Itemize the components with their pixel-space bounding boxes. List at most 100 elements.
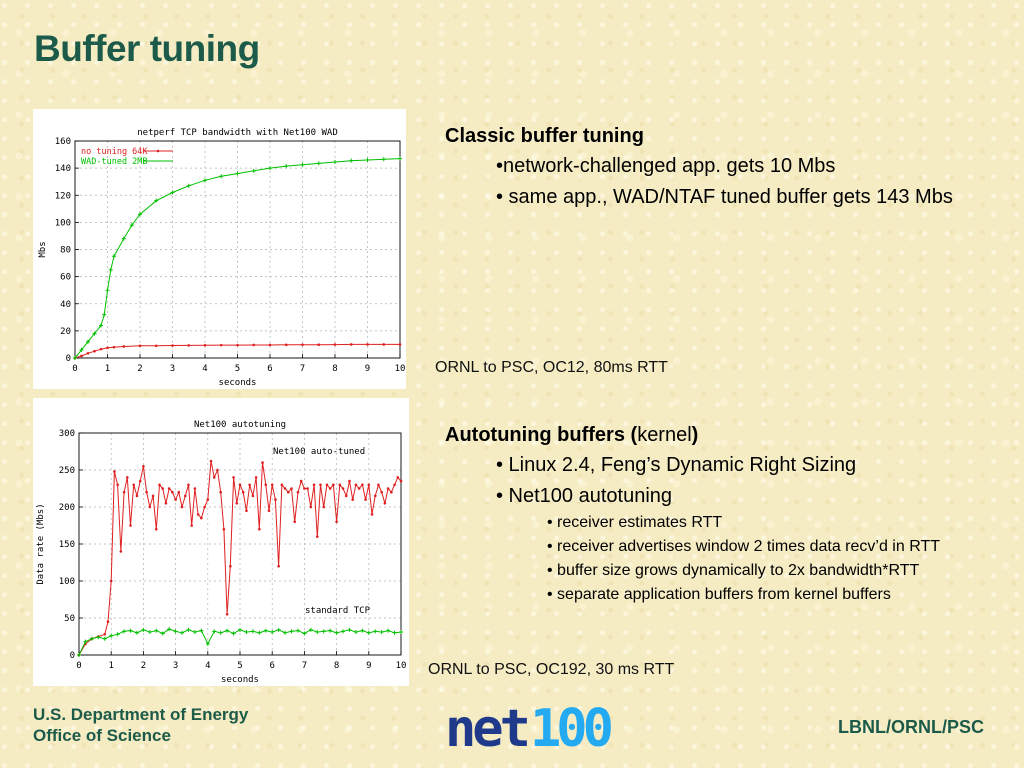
series-point-1: [138, 479, 142, 483]
series-point-1: [122, 345, 126, 348]
series-point-1: [335, 520, 338, 524]
series-point-1: [171, 344, 174, 347]
series-point-2: [244, 630, 249, 635]
x-tick-label: 5: [235, 364, 240, 374]
section2-title-close: ): [691, 424, 699, 446]
series-point-1: [164, 502, 168, 505]
section2-sub-bullet: • separate application buffers from kern…: [547, 586, 891, 603]
chart1-caption: ORNL to PSC, OC12, 80ms RTT: [435, 359, 668, 376]
series-point-1: [309, 505, 313, 509]
series-point-2: [205, 641, 210, 646]
x-tick-label: 7: [300, 364, 305, 374]
series-point-1: [398, 343, 402, 346]
series-point-2: [341, 629, 346, 634]
chart-autotuning: 0 1 2 3 4 5 6 7 8 9 10 0 50 100 150 200 250 300 Net100 aut…: [33, 398, 409, 686]
x-tick-label: 0: [72, 364, 77, 374]
series-point-2: [218, 630, 223, 635]
series-point-2: [347, 627, 352, 632]
series-point-1: [171, 490, 174, 494]
y-tick-label: 300: [59, 429, 75, 439]
x-tick-label: 5: [237, 661, 242, 671]
series-point-1: [366, 343, 369, 346]
section2-bullet: • Net100 autotuning: [496, 485, 673, 507]
section1-title: Classic buffer tuning: [445, 125, 644, 147]
x-tick-label: 9: [365, 364, 370, 374]
series-point-2: [276, 627, 281, 632]
x-axis-label: seconds: [221, 675, 259, 685]
series-point-1: [235, 502, 239, 505]
series-point-2: [186, 627, 191, 632]
series-point-2: [316, 161, 321, 166]
footer-dept-line1: U.S. Department of Energy: [33, 705, 249, 724]
series-point-2: [373, 629, 378, 634]
series-point-1: [177, 490, 181, 494]
series-point-2: [360, 628, 365, 633]
series-point-1: [229, 564, 232, 568]
section2-title-bold: Autotuning buffers (: [445, 424, 638, 446]
series-point-1: [252, 343, 256, 347]
series-point-1: [357, 487, 361, 490]
series-point-2: [115, 632, 120, 637]
series-point-1: [277, 564, 280, 568]
series-point-1: [219, 343, 223, 347]
y-tick-label: 20: [60, 327, 71, 337]
series-point-2: [77, 653, 81, 657]
series-point-1: [174, 498, 177, 501]
series-point-1: [135, 494, 139, 498]
y-tick-label: 100: [59, 577, 75, 587]
y-tick-label: 160: [55, 137, 71, 147]
series-point-1: [251, 494, 255, 498]
x-tick-label: 8: [332, 364, 337, 374]
series-point-1: [86, 351, 90, 355]
series-point-1: [119, 550, 123, 553]
series-point-1: [187, 344, 191, 347]
series-point-2: [251, 168, 256, 173]
series-point-1: [328, 487, 332, 490]
series-point-1: [142, 465, 145, 468]
y-tick-label: 50: [64, 614, 75, 624]
series-point-2: [381, 157, 386, 162]
series-point-2: [270, 630, 275, 635]
series-point-1: [341, 487, 345, 490]
series-point-1: [299, 479, 303, 483]
series-point-2: [366, 630, 371, 635]
series-point-1: [270, 483, 274, 487]
series-point-1: [138, 344, 142, 348]
series-point-1: [238, 483, 242, 487]
section2-bullet: • Linux 2.4, Feng’s Dynamic Right Sizing: [496, 454, 857, 476]
series-point-1: [212, 476, 216, 479]
series-point-1: [129, 524, 132, 527]
series-point-1: [109, 579, 113, 583]
series-point-2: [235, 171, 240, 176]
series-point-1: [116, 483, 119, 487]
series-point-1: [93, 349, 96, 353]
series-point-2: [96, 635, 101, 640]
series-point-2: [154, 198, 159, 203]
series-point-2: [186, 183, 191, 188]
series-point-2: [386, 628, 391, 633]
net100-logo: net 100: [445, 699, 617, 758]
y-tick-label: 120: [55, 191, 71, 201]
series-point-1: [248, 483, 251, 487]
series-point-2: [89, 636, 94, 641]
footer-labs: LBNL/ORNL/PSC: [838, 717, 984, 737]
series-point-1: [322, 505, 326, 509]
series-point-2: [289, 629, 294, 634]
series-point-2: [379, 630, 384, 635]
series-point-1: [306, 487, 309, 490]
series-point-1: [280, 483, 284, 487]
series-point-2: [112, 254, 116, 259]
plot-frame: [78, 432, 402, 656]
section2-sub-bullet: • buffer size grows dynamically to 2x ba…: [547, 562, 920, 579]
series-point-1: [254, 476, 258, 479]
series-point-1: [158, 483, 161, 487]
series-point-1: [106, 346, 109, 350]
series-point-1: [367, 483, 371, 487]
series-point-1: [373, 494, 377, 498]
series-point-2: [108, 267, 113, 272]
series-point-1: [122, 490, 126, 494]
series-point-2: [192, 630, 197, 635]
legend-marker-1: [156, 149, 160, 153]
series-point-1: [296, 490, 300, 494]
series-point-2: [160, 631, 165, 636]
